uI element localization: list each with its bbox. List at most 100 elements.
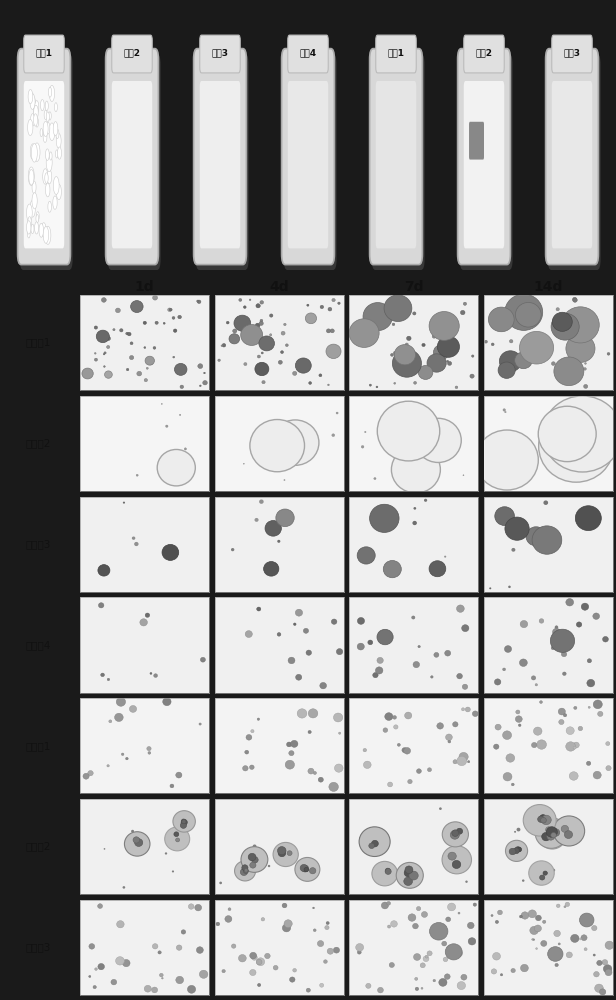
Circle shape — [532, 742, 537, 748]
Circle shape — [331, 619, 337, 624]
Circle shape — [49, 87, 52, 97]
Circle shape — [566, 335, 595, 362]
Circle shape — [255, 323, 260, 328]
Circle shape — [562, 361, 566, 366]
FancyBboxPatch shape — [552, 81, 592, 248]
Circle shape — [593, 771, 601, 779]
Circle shape — [203, 381, 208, 385]
Circle shape — [97, 904, 102, 908]
FancyBboxPatch shape — [372, 54, 424, 270]
Circle shape — [45, 226, 51, 244]
Circle shape — [546, 827, 552, 833]
FancyBboxPatch shape — [284, 54, 336, 270]
Circle shape — [377, 401, 440, 461]
Circle shape — [427, 951, 432, 956]
Circle shape — [306, 313, 317, 324]
Circle shape — [46, 122, 50, 134]
Circle shape — [506, 754, 515, 762]
Circle shape — [296, 358, 311, 373]
FancyBboxPatch shape — [370, 49, 423, 265]
Circle shape — [200, 970, 208, 978]
Circle shape — [515, 847, 521, 852]
Circle shape — [277, 540, 280, 543]
Circle shape — [218, 359, 221, 361]
Circle shape — [457, 982, 466, 990]
Circle shape — [107, 678, 110, 681]
Circle shape — [461, 974, 467, 980]
Circle shape — [543, 500, 548, 505]
Circle shape — [46, 183, 50, 197]
Circle shape — [44, 110, 47, 120]
Circle shape — [176, 945, 182, 950]
Circle shape — [83, 773, 89, 779]
Circle shape — [147, 747, 151, 751]
Circle shape — [174, 363, 187, 375]
Circle shape — [34, 143, 40, 161]
Circle shape — [572, 297, 577, 301]
Circle shape — [221, 345, 222, 346]
Circle shape — [526, 349, 529, 351]
Circle shape — [161, 403, 163, 404]
Circle shape — [433, 979, 436, 982]
Circle shape — [238, 955, 246, 962]
Circle shape — [30, 94, 35, 109]
Circle shape — [489, 587, 492, 589]
Circle shape — [413, 661, 419, 668]
Circle shape — [250, 420, 304, 472]
Circle shape — [163, 698, 171, 706]
Circle shape — [359, 827, 390, 856]
Circle shape — [472, 711, 478, 717]
Circle shape — [421, 912, 428, 917]
Circle shape — [547, 833, 555, 840]
Circle shape — [439, 362, 444, 366]
Circle shape — [552, 869, 555, 872]
Circle shape — [445, 650, 451, 656]
Circle shape — [128, 332, 131, 336]
Circle shape — [115, 308, 120, 313]
Circle shape — [168, 308, 171, 311]
Circle shape — [465, 707, 471, 712]
FancyBboxPatch shape — [20, 54, 73, 270]
Circle shape — [561, 307, 599, 343]
Circle shape — [253, 844, 256, 848]
Circle shape — [197, 300, 201, 304]
Circle shape — [597, 960, 602, 966]
Circle shape — [550, 629, 575, 652]
Circle shape — [532, 939, 533, 940]
Circle shape — [391, 446, 440, 493]
Circle shape — [578, 726, 583, 731]
Circle shape — [566, 952, 572, 958]
Circle shape — [492, 343, 494, 346]
Circle shape — [460, 310, 465, 315]
Circle shape — [199, 723, 201, 725]
Circle shape — [442, 822, 468, 847]
Circle shape — [82, 368, 93, 379]
Circle shape — [145, 613, 150, 617]
Circle shape — [381, 902, 389, 909]
Circle shape — [553, 312, 572, 331]
Circle shape — [548, 832, 555, 839]
Circle shape — [452, 830, 459, 836]
Circle shape — [349, 319, 379, 347]
Circle shape — [243, 306, 246, 308]
Circle shape — [170, 784, 174, 788]
Circle shape — [103, 353, 105, 355]
Circle shape — [222, 969, 225, 973]
Circle shape — [53, 122, 58, 136]
Circle shape — [587, 679, 595, 687]
Circle shape — [463, 302, 466, 305]
Circle shape — [385, 713, 393, 720]
Circle shape — [105, 371, 112, 378]
Circle shape — [394, 725, 398, 729]
Circle shape — [251, 730, 254, 733]
Circle shape — [590, 323, 594, 327]
Circle shape — [541, 815, 551, 825]
Circle shape — [607, 352, 610, 355]
Circle shape — [244, 363, 247, 366]
Circle shape — [233, 329, 237, 333]
Circle shape — [232, 944, 236, 948]
Circle shape — [573, 298, 577, 302]
Circle shape — [409, 871, 418, 880]
Circle shape — [413, 521, 417, 525]
Circle shape — [164, 827, 190, 851]
